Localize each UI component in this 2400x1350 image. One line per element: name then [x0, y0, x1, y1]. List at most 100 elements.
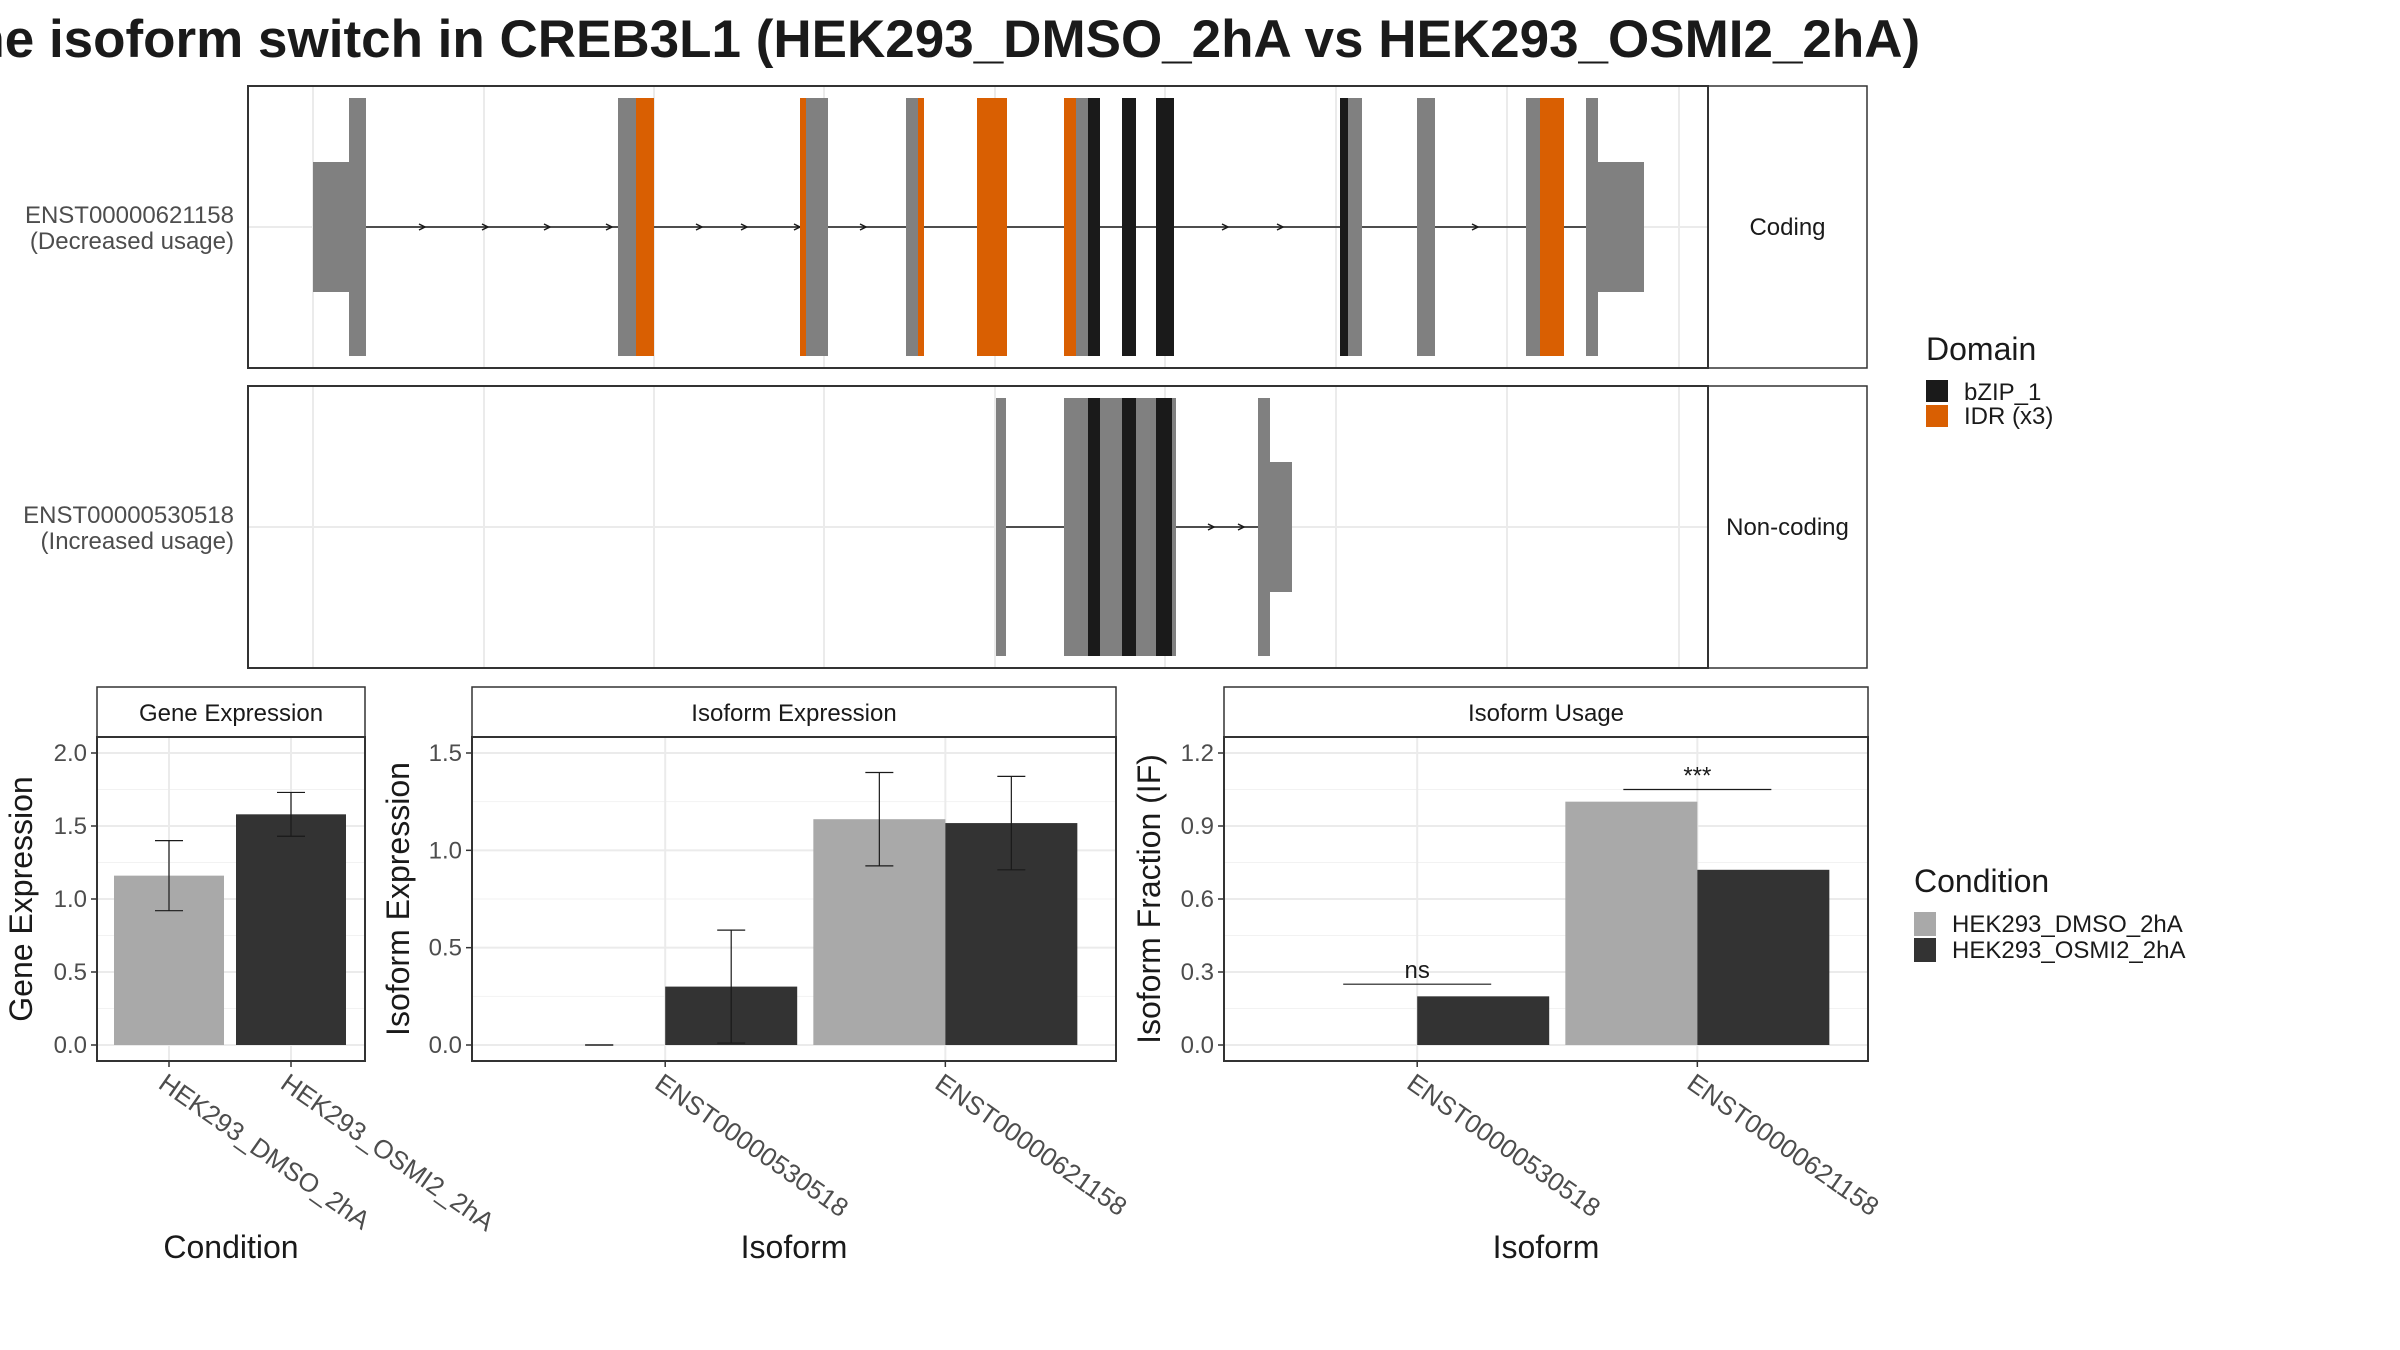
y-tick-label: 0.3	[1181, 959, 1214, 986]
bar	[1697, 869, 1830, 1045]
x-axis-title: Condition	[163, 1229, 298, 1265]
bzip-domain	[1156, 398, 1172, 656]
x-tick-label: ENST00000621158	[930, 1067, 1133, 1221]
intron-direction-arrow	[740, 223, 749, 231]
bzip-domain	[1088, 98, 1100, 356]
y-tick-label: 1.0	[429, 837, 462, 864]
exon	[1258, 398, 1270, 656]
transcript-structure-panels: Coding ENST00000621158(Decreased usage) No…	[23, 85, 1868, 669]
x-tick-label: ENST00000530518	[1402, 1067, 1606, 1223]
chart-panel-1: Gene Expression 0.0 0.5 1.0 1.5 2.0 HEK293_DMS…	[3, 686, 501, 1265]
exon	[618, 98, 636, 356]
chart-panel-border	[1223, 736, 1869, 1062]
tx-strip-box	[1707, 85, 1868, 369]
y-axis-title: Gene Expression	[3, 776, 39, 1021]
y-axis-title: Isoform Fraction (IF)	[1131, 754, 1167, 1044]
y-axis-title: Isoform Expression	[380, 762, 416, 1036]
y-tick-label: 0.6	[1181, 886, 1214, 913]
exon	[1348, 98, 1362, 356]
y-tick-label: 1.2	[1181, 740, 1214, 767]
figure-title: The isoform switch in CREB3L1 (HEK293_DM…	[0, 10, 1920, 69]
exon	[996, 398, 1006, 656]
condition-legend-label-osmi: HEK293_OSMI2_2hA	[1952, 937, 2185, 964]
transcript-id-label: ENST00000621158	[25, 202, 234, 229]
intron-direction-arrow	[1221, 223, 1230, 231]
chart-title: Isoform Expression	[691, 700, 896, 727]
condition-legend-label-dmso: HEK293_DMSO_2hA	[1952, 911, 2183, 938]
x-tick-label: HEK293_OSMI2_2hA	[276, 1067, 501, 1237]
chart-strip	[471, 686, 1117, 738]
domain-legend: Domain bZIP_1 IDR (x3)	[1926, 331, 2053, 430]
chart-panel-3: Isoform Usage 0.0 0.3 0.6 0.9 1.2 ns *** ENST000…	[1131, 686, 1885, 1265]
intron-direction-arrow	[418, 223, 427, 231]
exon-utr	[1270, 462, 1292, 592]
idr-domain	[1064, 98, 1076, 356]
bar	[1417, 996, 1550, 1045]
idr-domain	[977, 98, 1007, 356]
exon	[806, 98, 828, 356]
chart-panel-border	[96, 736, 366, 1062]
condition-legend-title: Condition	[1914, 863, 2049, 899]
domain-legend-key-bzip	[1926, 380, 1948, 402]
domain-legend-label-bzip: bZIP_1	[1964, 379, 2041, 406]
intron-direction-arrow	[1237, 523, 1246, 531]
tx-strip-box	[1707, 385, 1868, 669]
y-tick-label: 0.0	[54, 1032, 87, 1059]
chart-panel-border	[471, 736, 1117, 1062]
bzip-domain	[1156, 98, 1174, 356]
x-tick-label: ENST00000621158	[1682, 1067, 1885, 1221]
intron-direction-arrow	[695, 223, 704, 231]
idr-domain	[636, 98, 654, 356]
exon-utr	[1598, 162, 1644, 292]
bzip-domain	[1088, 398, 1100, 656]
idr-domain	[918, 98, 924, 356]
intron-direction-arrow	[1471, 223, 1480, 231]
intron-direction-arrow	[1207, 523, 1216, 531]
significance-label: ns	[1405, 957, 1430, 984]
y-tick-label: 0.5	[54, 959, 87, 986]
tx-panel-border	[247, 385, 1709, 669]
exon	[1136, 398, 1156, 656]
x-tick-label: ENST00000530518	[650, 1067, 854, 1223]
domain-legend-title: Domain	[1926, 331, 2036, 367]
tx-strip-label: Coding	[1749, 214, 1825, 241]
exon	[1076, 98, 1088, 356]
chart-title: Gene Expression	[139, 700, 323, 727]
exon	[1586, 98, 1598, 356]
intron-direction-arrow	[543, 223, 552, 231]
tx-panel-border	[247, 85, 1709, 369]
bar	[236, 814, 346, 1045]
x-axis-title: Isoform	[741, 1229, 848, 1265]
y-tick-label: 1.5	[54, 813, 87, 840]
domain-legend-key-idr	[1926, 405, 1948, 427]
y-tick-label: 0.5	[429, 935, 462, 962]
y-tick-label: 1.5	[429, 740, 462, 767]
intron-direction-arrow	[859, 223, 868, 231]
intron-direction-arrow	[481, 223, 490, 231]
intron-direction-arrow	[605, 223, 614, 231]
exon	[906, 98, 918, 356]
domain-legend-label-idr: IDR (x3)	[1964, 403, 2053, 430]
bzip-domain	[1122, 98, 1136, 356]
bzip-domain	[1122, 398, 1136, 656]
x-axis-title: Isoform	[1493, 1229, 1600, 1265]
condition-legend-key-dmso	[1914, 912, 1936, 936]
exon	[1100, 398, 1122, 656]
y-tick-label: 0.9	[1181, 813, 1214, 840]
significance-label: ***	[1683, 763, 1711, 790]
exon	[1172, 398, 1176, 656]
idr-domain	[1540, 98, 1564, 356]
bar	[1565, 801, 1698, 1045]
exon	[1417, 98, 1435, 356]
idr-domain	[800, 98, 806, 356]
tx-strip-label: Non-coding	[1726, 514, 1849, 541]
y-tick-label: 1.0	[54, 886, 87, 913]
expression-panels: Gene Expression 0.0 0.5 1.0 1.5 2.0 HEK293_DMS…	[3, 686, 1885, 1265]
chart-panel-2: Isoform Expression 0.0 0.5 1.0 1.5 ENST000005…	[380, 686, 1133, 1265]
transcript-usage-label: (Increased usage)	[41, 528, 234, 555]
y-tick-label: 2.0	[54, 740, 87, 767]
bzip-domain	[1340, 98, 1348, 356]
y-tick-label: 0.0	[429, 1032, 462, 1059]
transcript-id-label: ENST00000530518	[23, 502, 234, 529]
